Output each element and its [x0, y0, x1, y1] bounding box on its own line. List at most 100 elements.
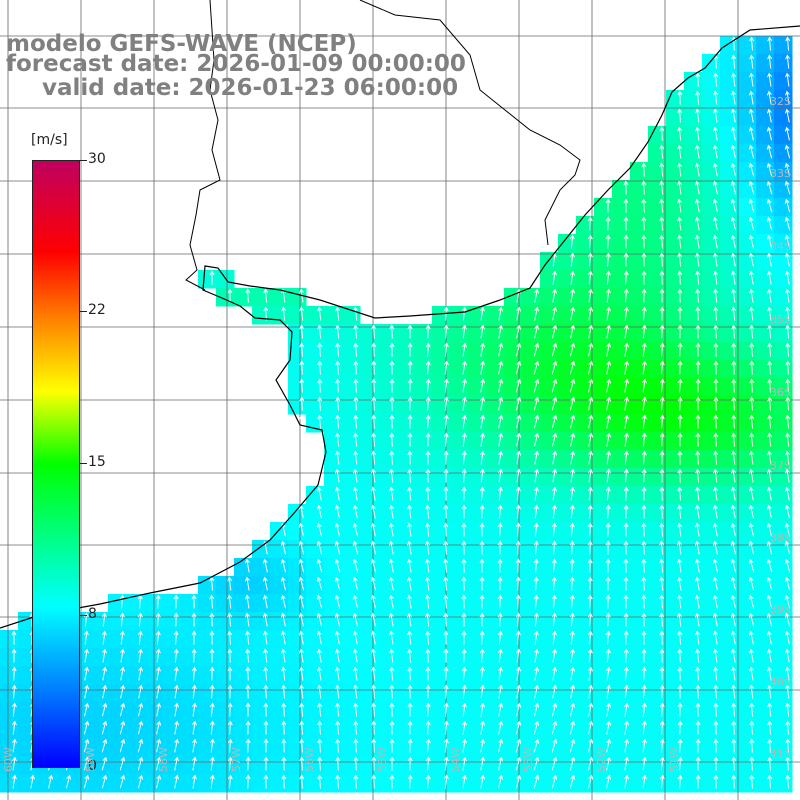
- wind-speed-cell: [90, 756, 109, 775]
- wind-speed-cell: [774, 594, 793, 613]
- wind-arrow: [101, 738, 108, 753]
- wind-speed-cell: [90, 720, 109, 739]
- wind-speed-cell: [216, 666, 235, 685]
- wind-speed-cell: [360, 558, 379, 577]
- wind-arrow: [498, 360, 504, 375]
- wind-speed-cell: [468, 774, 487, 793]
- wind-arrow: [624, 702, 629, 717]
- wind-speed-cell: [612, 270, 631, 289]
- wind-arrow: [677, 162, 682, 177]
- wind-speed-cell: [630, 756, 649, 775]
- wind-arrow: [389, 702, 395, 717]
- wind-arrow: [335, 306, 340, 321]
- wind-speed-cell: [702, 126, 721, 145]
- wind-arrow: [713, 720, 719, 735]
- wind-speed-cell: [774, 486, 793, 505]
- wind-arrow: [659, 288, 665, 303]
- wind-arrow: [245, 666, 251, 681]
- wind-speed-cell: [234, 648, 253, 667]
- wind-arrow: [515, 540, 521, 555]
- wind-arrow: [785, 54, 791, 69]
- wind-speed-cell: [414, 414, 433, 433]
- wind-speed-cell: [738, 468, 757, 487]
- wind-arrow: [280, 594, 286, 609]
- wind-speed-cell: [414, 648, 433, 667]
- wind-arrow: [533, 558, 539, 573]
- wind-speed-cell: [630, 234, 649, 253]
- wind-speed-cell: [576, 306, 595, 325]
- wind-arrow: [462, 378, 467, 393]
- wind-arrow: [462, 342, 467, 357]
- wind-speed-cell: [432, 576, 451, 595]
- wind-speed-cell: [396, 738, 415, 757]
- wind-arrow: [785, 360, 791, 375]
- wind-arrow: [784, 576, 791, 591]
- wind-arrow: [588, 720, 594, 735]
- wind-speed-cell: [612, 468, 631, 487]
- wind-arrow: [263, 720, 269, 735]
- wind-arrow: [551, 774, 558, 789]
- wind-arrow: [695, 126, 700, 141]
- wind-arrow: [766, 198, 773, 213]
- wind-arrow: [263, 288, 269, 303]
- wind-speed-cell: [594, 720, 613, 739]
- wind-speed-cell: [720, 576, 739, 595]
- wind-arrow: [461, 432, 467, 447]
- wind-speed-cell: [612, 378, 631, 397]
- wind-arrow: [443, 666, 449, 681]
- wind-speed-cell: [702, 252, 721, 271]
- wind-speed-cell: [396, 684, 415, 703]
- wind-speed-cell: [486, 504, 505, 523]
- wind-arrow: [515, 612, 521, 627]
- wind-speed-cell: [774, 774, 793, 793]
- wind-arrow: [784, 612, 791, 627]
- wind-speed-cell: [702, 360, 721, 379]
- wind-arrow: [641, 666, 647, 681]
- wind-arrow: [569, 414, 576, 429]
- wind-speed-cell: [558, 450, 577, 469]
- wind-speed-cell: [198, 594, 217, 613]
- wind-arrow: [209, 612, 215, 627]
- wind-arrow: [569, 576, 575, 591]
- wind-arrow: [480, 396, 486, 411]
- wind-arrow: [605, 234, 611, 249]
- wind-speed-cell: [504, 432, 523, 451]
- wind-speed-cell: [378, 684, 397, 703]
- wind-arrow: [712, 252, 718, 267]
- wind-speed-cell: [702, 198, 721, 217]
- wind-arrow: [407, 468, 413, 483]
- wind-speed-cell: [414, 702, 433, 721]
- wind-speed-cell: [684, 126, 703, 145]
- wind-speed-cell: [630, 684, 649, 703]
- wind-arrow: [138, 684, 144, 699]
- wind-arrow: [713, 90, 719, 105]
- wind-arrow: [209, 756, 215, 771]
- wind-arrow: [245, 630, 251, 645]
- wind-arrow: [767, 54, 773, 69]
- wind-speed-cell: [414, 612, 433, 631]
- wind-speed-cell: [522, 630, 541, 649]
- wind-speed-cell: [684, 396, 703, 415]
- wind-speed-cell: [432, 594, 451, 613]
- wind-arrow: [406, 576, 412, 591]
- wind-arrow: [588, 648, 593, 663]
- wind-arrow: [480, 756, 486, 771]
- wind-speed-cell: [360, 360, 379, 379]
- wind-arrow: [569, 234, 575, 249]
- wind-speed-cell: [594, 612, 613, 631]
- wind-speed-cell: [630, 450, 649, 469]
- wind-arrow: [749, 90, 754, 105]
- wind-arrow: [551, 396, 558, 411]
- wind-speed-cell: [594, 666, 613, 685]
- wind-speed-cell: [666, 360, 685, 379]
- wind-speed-cell: [378, 522, 397, 541]
- wind-arrow: [498, 720, 504, 735]
- wind-speed-cell: [396, 414, 415, 433]
- wind-speed-cell: [558, 342, 577, 361]
- wind-arrow: [515, 576, 521, 591]
- wind-arrow: [659, 756, 665, 771]
- wind-arrow: [570, 324, 576, 339]
- wind-arrow: [84, 684, 90, 699]
- wind-arrow: [370, 504, 376, 519]
